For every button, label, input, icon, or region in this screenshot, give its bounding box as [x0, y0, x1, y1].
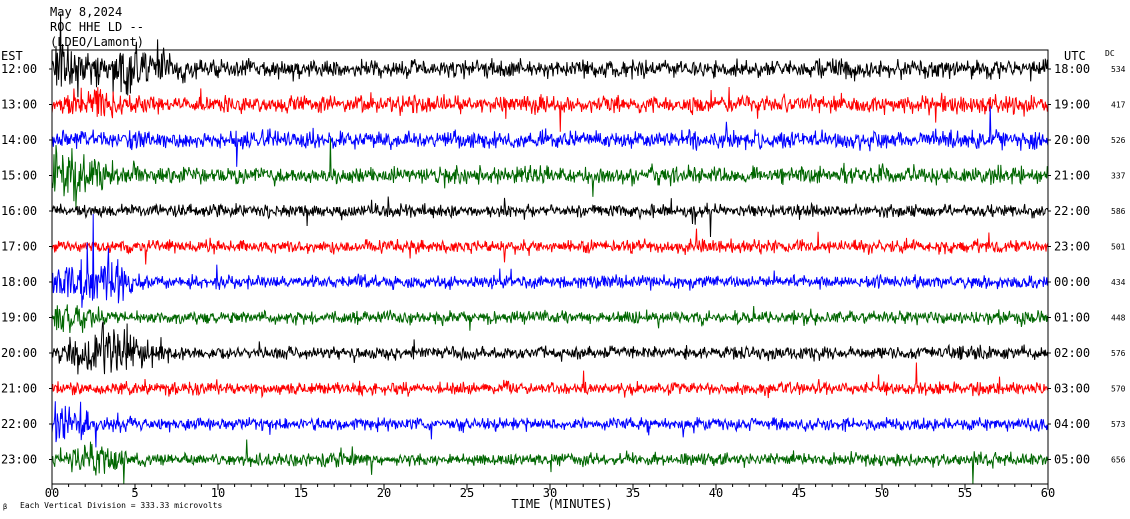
x-tick-label: 25: [460, 486, 474, 500]
x-tick-label: 20: [377, 486, 391, 500]
dc-offset-label: 534: [1111, 65, 1126, 74]
x-tick-label: 55: [958, 486, 972, 500]
dc-offset-label: 576: [1111, 349, 1126, 358]
x-axis: 00 5 10 15 20 25 30 35 40 45 50 55 60: [45, 484, 1055, 500]
dc-offset-labels: 534 417 526 337 586 501 434 448 576 570 573 656: [1111, 65, 1126, 465]
dc-header-label: DC: [1105, 49, 1115, 58]
utc-time-label: 18:00: [1054, 62, 1090, 76]
seismic-trace: [51, 106, 1049, 167]
seismic-trace: [51, 401, 1049, 448]
dc-offset-label: 434: [1111, 278, 1126, 287]
est-time-label: 23:00: [1, 453, 37, 467]
est-time-label: 12:00: [1, 62, 37, 76]
est-time-label: 16:00: [1, 204, 37, 218]
utc-time-label: 20:00: [1054, 133, 1090, 147]
header-network: (LDEO/Lamont): [50, 35, 144, 49]
utc-time-labels: 18:00 19:00 20:00 21:00 22:00 23:00 00:00 01:00…: [1048, 62, 1090, 467]
seismic-trace: [51, 213, 1049, 308]
header-date: May 8,2024: [50, 5, 122, 19]
x-tick-label: 40: [709, 486, 723, 500]
dc-offset-label: 337: [1111, 172, 1126, 181]
est-time-label: 17:00: [1, 240, 37, 254]
header-station: ROC HHE LD --: [50, 20, 144, 34]
seismic-trace: [51, 13, 1049, 98]
utc-time-label: 05:00: [1054, 453, 1090, 467]
seismic-trace: [51, 362, 1049, 399]
x-tick-label: 50: [875, 486, 889, 500]
seismic-trace: [51, 138, 1049, 208]
x-tick-label: 10: [211, 486, 225, 500]
seismic-trace: [51, 86, 1049, 132]
dc-offset-label: 656: [1111, 456, 1126, 465]
seismic-trace: [51, 196, 1049, 238]
x-tick-label: 45: [792, 486, 806, 500]
est-time-label: 20:00: [1, 346, 37, 360]
plot-frame: [51, 49, 1049, 485]
x-tick-label: 35: [626, 486, 640, 500]
x-tick-label: 5: [131, 486, 138, 500]
est-time-label: 18:00: [1, 275, 37, 289]
utc-time-label: 00:00: [1054, 275, 1090, 289]
dc-offset-label: 417: [1111, 101, 1126, 110]
est-time-label: 14:00: [1, 133, 37, 147]
est-time-label: 22:00: [1, 417, 37, 431]
seismic-trace: [51, 304, 1049, 334]
utc-time-label: 02:00: [1054, 346, 1090, 360]
utc-time-label: 19:00: [1054, 98, 1090, 112]
utc-time-label: 23:00: [1054, 240, 1090, 254]
dc-offset-label: 586: [1111, 207, 1126, 216]
x-axis-label: TIME (MINUTES): [511, 497, 612, 511]
x-tick-label: 60: [1041, 486, 1055, 500]
seismic-trace: [51, 321, 1049, 375]
est-time-labels: 12:00 13:00 14:00 15:00 16:00 17:00 18:00 19:00…: [1, 62, 52, 467]
dc-offset-label: 570: [1111, 385, 1126, 394]
est-time-label: 19:00: [1, 311, 37, 325]
est-time-label: 15:00: [1, 169, 37, 183]
seismic-trace: [51, 439, 1049, 485]
x-tick-label: 15: [294, 486, 308, 500]
utc-time-label: 04:00: [1054, 417, 1090, 431]
scale-note: Each Vertical Division = 333.33 microvol…: [20, 501, 222, 510]
dc-offset-label: 448: [1111, 314, 1126, 323]
seismic-trace: [51, 228, 1049, 265]
dc-offset-label: 526: [1111, 136, 1126, 145]
est-time-label: 21:00: [1, 382, 37, 396]
utc-time-label: 21:00: [1054, 169, 1090, 183]
seismic-traces: [51, 13, 1049, 485]
est-time-label: 13:00: [1, 98, 37, 112]
utc-time-label: 01:00: [1054, 311, 1090, 325]
dc-offset-label: 501: [1111, 243, 1126, 252]
x-tick-label: 30: [543, 486, 557, 500]
right-timezone-label: UTC: [1064, 49, 1086, 63]
dc-offset-label: 573: [1111, 420, 1126, 429]
x-tick-label: 00: [45, 486, 59, 500]
scale-note-icon: β: [3, 503, 7, 511]
left-timezone-label: EST: [1, 49, 23, 63]
utc-time-label: 22:00: [1054, 204, 1090, 218]
utc-time-label: 03:00: [1054, 382, 1090, 396]
